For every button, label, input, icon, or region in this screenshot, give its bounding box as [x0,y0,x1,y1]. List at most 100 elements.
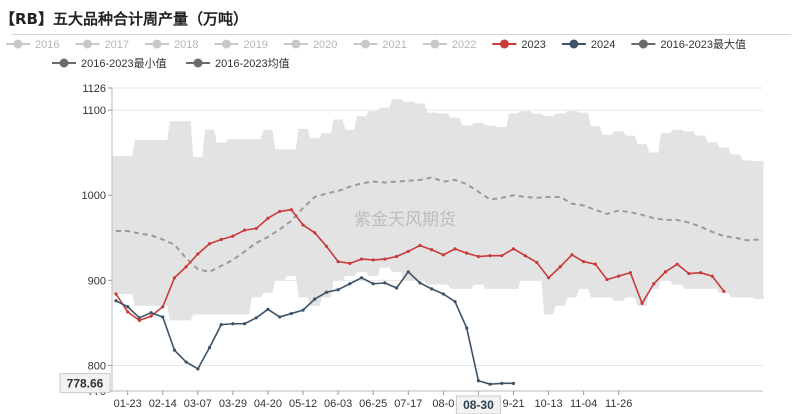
line-2024-point [184,360,188,364]
line-2023-point [687,271,691,276]
line-2023-point [359,257,364,261]
line-2024-point [336,288,340,292]
line-2023-point [254,226,258,231]
x-tick-label: 06-25 [359,398,387,410]
legend-item-6[interactable]: 2021 [353,39,407,51]
x-tick-label: 03-07 [184,398,212,410]
line-2024-point [114,299,118,303]
line-2023-point [371,258,375,262]
line-2023-point [582,260,586,264]
line-2023-point [605,277,609,282]
line-2024-point [196,367,200,371]
legend-item-5[interactable]: 2020 [283,39,337,51]
line-2023-point [593,262,597,266]
x-cursor-value: 08-30 [463,398,494,412]
line-2023-point [710,274,714,278]
line-2023-point [161,305,165,309]
line-2024-point [243,322,247,326]
line-2023-point [149,314,153,318]
line-2024-point [394,286,399,290]
circle-marker-icon [221,39,231,49]
line-2023-point [652,282,656,286]
line-2023-point [406,249,410,254]
watermark: 紫金天风期货 [354,210,456,230]
line-2023-point [348,261,352,265]
line-2023-point [663,270,668,274]
line-2023-point [207,242,212,246]
line-2024-point [476,379,481,383]
y-cursor-value: 778.66 [67,377,104,391]
line-2023-point [289,208,293,212]
legend-label: 2016-2023最小值 [81,57,167,70]
line-2024-point [231,322,235,326]
line-2023-point [278,209,282,214]
title-divider [12,34,791,35]
x-tick-label: 06-03 [324,398,352,410]
x-tick-label: 04-20 [254,398,282,410]
legend-label: 2016-2023最大值 [660,37,746,51]
y-tick-label: 1100 [82,105,106,117]
x-tick-label: 9-21 [502,398,524,410]
legend-item-7[interactable]: 2022 [422,39,476,51]
line-2023-point [324,244,329,248]
line-2023-point [184,265,188,269]
crosshair-labels: 778.66 08-30 [59,373,501,414]
legend-item-8[interactable]: 2023 [492,39,546,51]
line-2024-point [359,276,364,280]
x-tick-label: 08-0 [432,398,454,410]
line-2023-point [698,271,703,275]
line-2024-point [406,270,410,274]
line-2024-point [430,287,434,291]
line-2024-point [313,297,317,301]
legend-item-11[interactable]: 2016-2023最小值 [52,57,167,70]
legend-item-4[interactable]: 2019 [214,39,268,51]
line-2024-point [266,307,270,311]
line-2023-point [301,223,305,227]
line-2023-point [488,254,492,258]
y-cursor-box [59,373,111,394]
line-2024-point [500,381,504,385]
line-2023-point [511,247,516,251]
line-2023-point [231,234,235,238]
line-2024-point [149,311,153,315]
line-2024-point [511,381,516,385]
circle-marker-icon [13,39,23,49]
circle-marker-icon [291,39,301,49]
circle-marker-icon [59,58,69,68]
legend-item-10[interactable]: 2016-2023最大值 [631,37,746,51]
line-2024-point [465,326,469,330]
legend-label: 2024 [591,39,615,51]
line-2023-point [675,262,679,266]
line-2023-point [394,254,399,259]
legend-item-3[interactable]: 2018 [144,39,198,51]
y-tick-label: 1126 [82,83,106,95]
circle-marker-icon [82,39,92,49]
chart-title: 【RB】五大品种合计周产量（万吨） [0,10,248,28]
legend-item-2[interactable]: 2017 [75,39,129,51]
line-2024-point [348,282,352,286]
line-2023-point [266,216,270,220]
line-2024-point [172,348,177,352]
line-2023-point [219,237,223,242]
legend-item-12[interactable]: 2016-2023均值 [186,57,290,70]
legend-item-9[interactable]: 2024 [561,39,615,51]
legend-label: 2021 [382,39,406,51]
x-axis: 01-23 02-14 03-07 03-29 04-20 05-12 06-03 06-25… [112,390,763,410]
legend-item-1[interactable]: 2016 [6,39,59,51]
series-lines [114,176,760,386]
x-cursor-label: 08-30 [455,395,501,414]
line-2023-point [196,252,200,256]
legend-label: 2016-2023均值 [215,57,290,70]
line-2023-point [126,310,130,314]
line-2024-point [418,281,422,285]
x-tick-label: 03-29 [219,398,247,410]
circle-marker-icon [569,39,579,49]
x-tick-label: 02-14 [149,398,177,410]
line-2023-point [430,248,434,252]
circle-marker-icon [499,39,509,49]
y-cursor-label: 778.66 [59,373,111,394]
line-2024-point [126,305,130,309]
line-2023-point [465,251,469,255]
line-2024-point [207,345,212,350]
